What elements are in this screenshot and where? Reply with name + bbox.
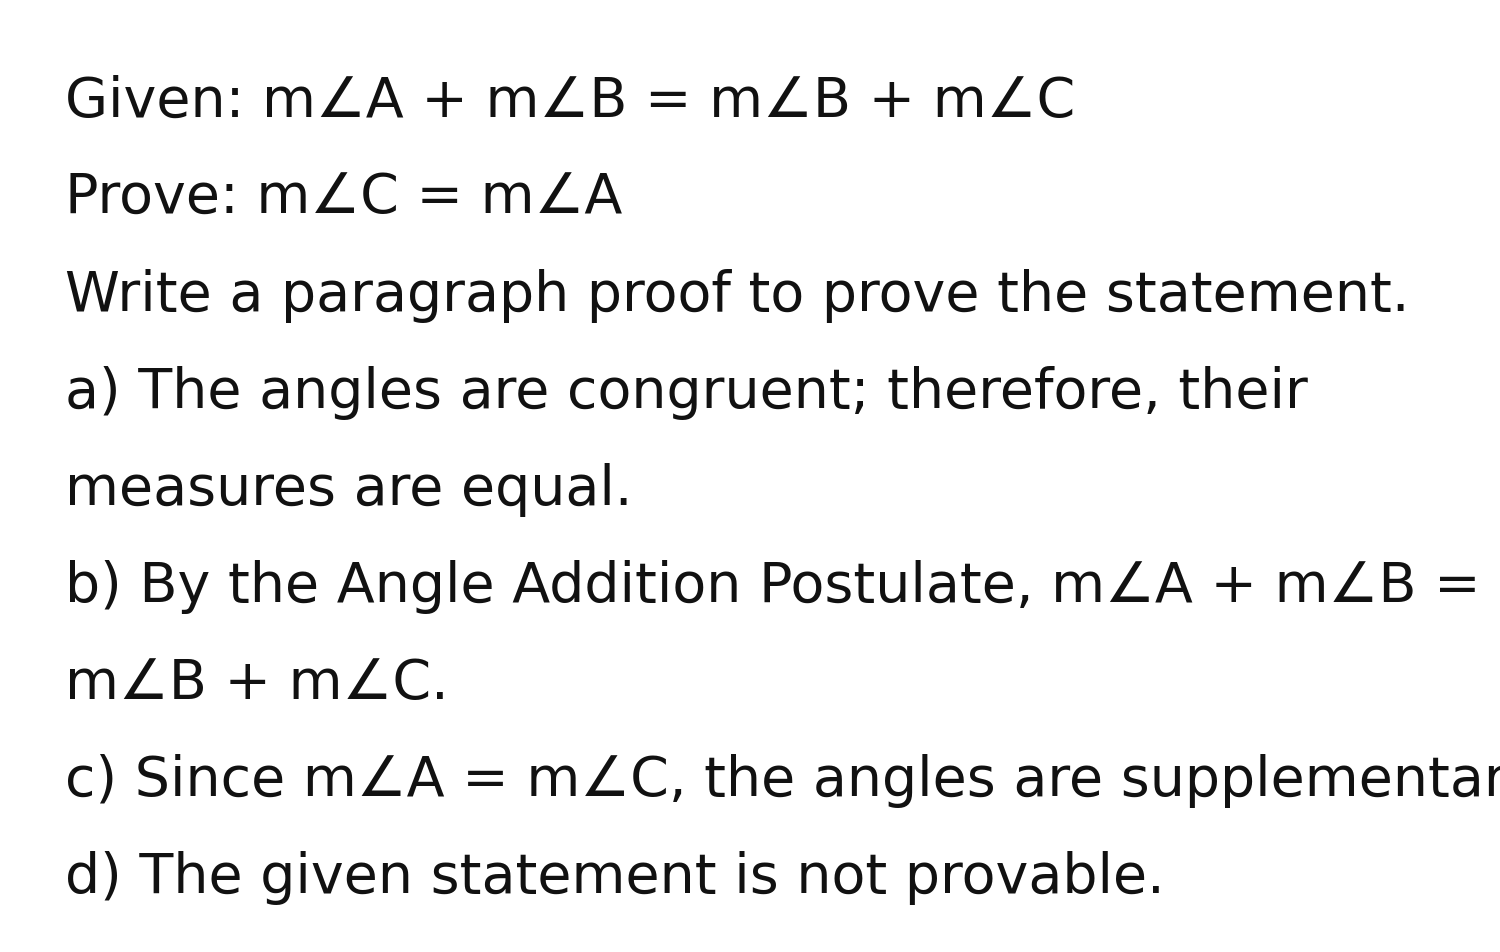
Text: Given: m∠A + m∠B = m∠B + m∠C: Given: m∠A + m∠B = m∠B + m∠C <box>64 75 1076 129</box>
Text: Prove: m∠C = m∠A: Prove: m∠C = m∠A <box>64 172 622 226</box>
Text: d) The given statement is not provable.: d) The given statement is not provable. <box>64 851 1164 905</box>
Text: a) The angles are congruent; therefore, their: a) The angles are congruent; therefore, … <box>64 366 1308 420</box>
Text: b) By the Angle Addition Postulate, m∠A + m∠B =: b) By the Angle Addition Postulate, m∠A … <box>64 560 1480 614</box>
Text: measures are equal.: measures are equal. <box>64 463 633 517</box>
Text: Write a paragraph proof to prove the statement.: Write a paragraph proof to prove the sta… <box>64 269 1410 323</box>
Text: c) Since m∠A = m∠C, the angles are supplementary.: c) Since m∠A = m∠C, the angles are suppl… <box>64 754 1500 808</box>
Text: m∠B + m∠C.: m∠B + m∠C. <box>64 657 448 711</box>
